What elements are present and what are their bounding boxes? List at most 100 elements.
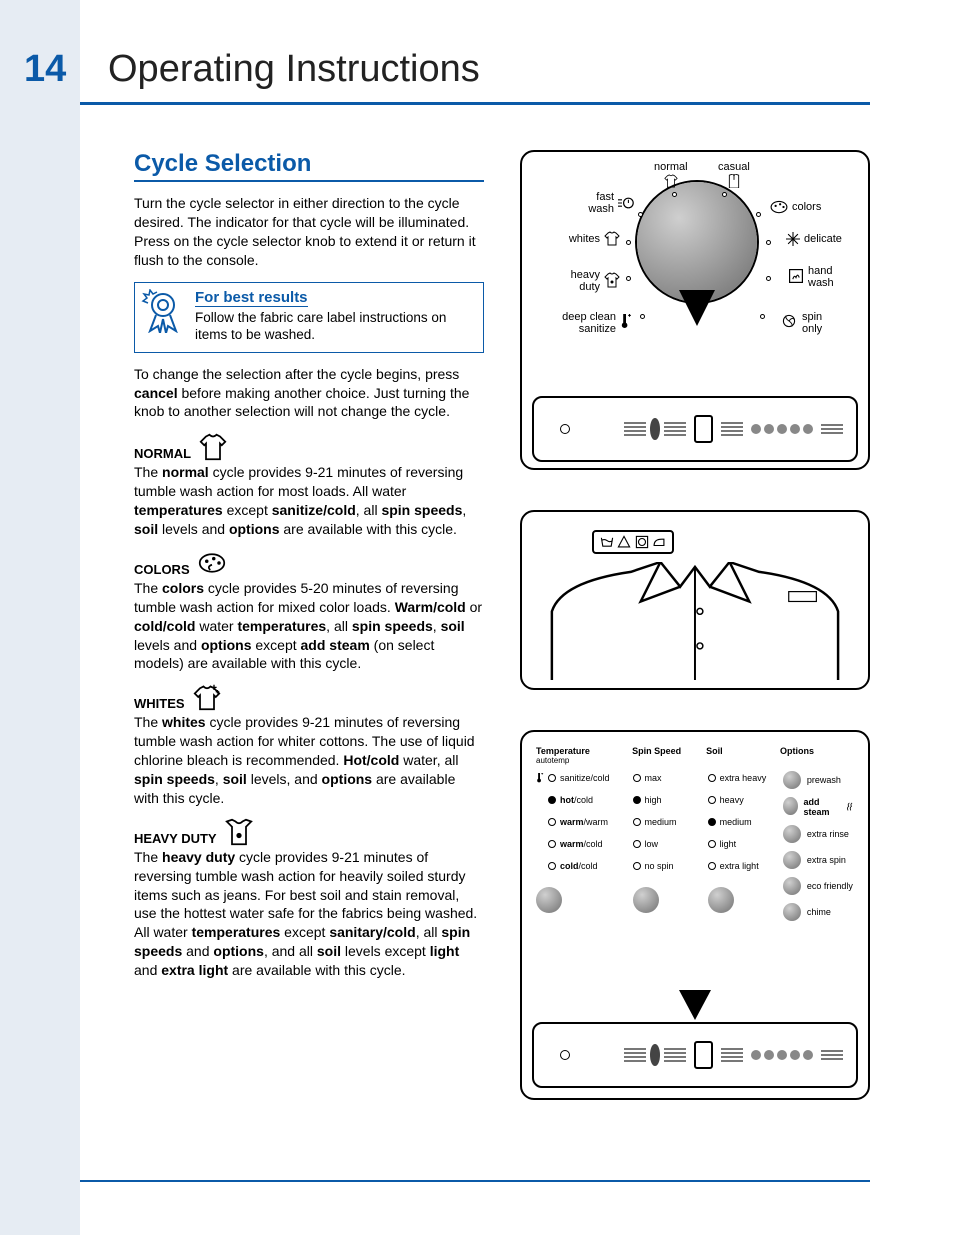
opt-label: medium	[720, 817, 752, 827]
t: , all	[326, 618, 352, 634]
t: , and all	[264, 943, 317, 959]
tshirt-sparkle-icon	[193, 683, 221, 711]
opt-label: chime	[807, 907, 831, 917]
change-note-pre: To change the selection after the cycle …	[134, 366, 459, 382]
b: heavy duty	[162, 849, 235, 865]
page-number: 14	[24, 48, 66, 91]
change-selection-note: To change the selection after the cycle …	[134, 365, 484, 422]
footer-rule	[80, 1180, 870, 1182]
b: soil	[223, 771, 247, 787]
dial-spin-l1: spin	[802, 312, 822, 324]
b: normal	[162, 464, 209, 480]
dial-heavy-l2: duty	[579, 282, 600, 294]
t: ,	[433, 618, 441, 634]
heavy-body: The heavy duty cycle provides 9-21 minut…	[134, 848, 484, 980]
left-column: Cycle Selection Turn the cycle selector …	[134, 150, 484, 990]
opt-label: light	[720, 839, 737, 849]
radio-icon	[548, 818, 556, 826]
t: levels and	[158, 521, 229, 537]
b: sanitary/cold	[329, 924, 415, 940]
options-header: Options	[780, 746, 854, 765]
t: ,	[462, 502, 466, 518]
hand-wash-icon	[788, 268, 804, 284]
temp-column: sanitize/cold hot/cold warm/warm warm/co…	[536, 771, 629, 921]
right-column: normal casual fast wash colors whites de…	[520, 150, 870, 1100]
b: spin speeds	[352, 618, 433, 634]
thermometer-plus-icon	[620, 314, 632, 328]
b: options	[229, 521, 280, 537]
opt-label: extra rinse	[807, 829, 849, 839]
t: and	[134, 962, 161, 978]
whites-label: WHITES	[134, 696, 185, 711]
t: The	[134, 580, 162, 596]
dial-wrap: normal casual fast wash colors whites de…	[532, 162, 862, 392]
intro-paragraph: Turn the cycle selector in either direct…	[134, 194, 484, 270]
b: soil	[134, 521, 158, 537]
opt-label: high	[645, 795, 662, 805]
radio-filled-icon	[548, 796, 556, 804]
dial-deep-l2: sanitize	[579, 324, 616, 336]
t: and	[182, 943, 213, 959]
dial-spin-l2: only	[802, 324, 822, 336]
opt-label: medium	[645, 817, 677, 827]
t: , all	[356, 502, 382, 518]
dial-hand-l1: hand	[808, 266, 832, 278]
options-grid: Temperatureautotemp Spin Speed Soil Opti…	[522, 732, 868, 921]
radio-icon	[708, 862, 716, 870]
steam-icon	[846, 802, 854, 812]
whites-body: The whites cycle provides 9-21 minutes o…	[134, 713, 484, 807]
t: water, all	[399, 752, 458, 768]
mini-control-panel-icon	[532, 1022, 858, 1088]
option-knob-icon	[783, 825, 801, 843]
mini-control-panel-icon	[532, 396, 858, 462]
temp-knob-icon	[536, 887, 562, 913]
radio-icon	[633, 774, 641, 782]
radio-icon	[708, 840, 716, 848]
dial-delicate: delicate	[804, 234, 842, 246]
b: Warm/cold	[395, 599, 466, 615]
thermometer-plus-icon	[536, 773, 544, 783]
tshirt-stain-icon	[604, 272, 620, 288]
dial-colors: colors	[792, 202, 821, 214]
dry-symbol-icon	[635, 535, 649, 549]
t: or	[466, 599, 482, 615]
radio-icon	[708, 774, 716, 782]
option-knob-icon	[783, 771, 801, 789]
palette-icon	[198, 549, 226, 577]
dial-whites: whites	[569, 234, 600, 246]
b: light	[430, 943, 460, 959]
t: , all	[416, 924, 442, 940]
callout-title: For best results	[195, 289, 308, 307]
opt-label: warm/cold	[560, 839, 603, 849]
b: sanitize/cold	[272, 502, 356, 518]
colors-heading: COLORS	[134, 549, 484, 577]
soil-knob-icon	[708, 887, 734, 913]
opt-label: prewash	[807, 775, 841, 785]
radio-icon	[548, 774, 556, 782]
normal-body: The normal cycle provides 9-21 minutes o…	[134, 463, 484, 539]
colors-body: The colors cycle provides 5-20 minutes o…	[134, 579, 484, 673]
care-tag	[592, 530, 674, 554]
t: levels except	[341, 943, 430, 959]
b: Hot/cold	[343, 752, 399, 768]
t: The	[134, 464, 162, 480]
soil-header: Soil	[706, 746, 780, 765]
dial-deep-l1: deep clean	[562, 312, 616, 324]
b: spin speeds	[381, 502, 462, 518]
ribbon-award-icon	[141, 289, 185, 333]
b: op­tions	[322, 771, 373, 787]
dial-hand-l2: wash	[808, 278, 834, 290]
opt-label: cold/cold	[560, 861, 598, 871]
tshirt-icon	[199, 433, 227, 461]
b: soil	[317, 943, 341, 959]
opt-label: sanitize/cold	[560, 773, 610, 783]
tshirt-sparkle-icon	[604, 230, 620, 246]
option-knob-icon	[783, 851, 801, 869]
option-knob-icon	[783, 797, 798, 815]
dial-fast-l1: fast	[596, 192, 614, 204]
radio-icon	[633, 840, 641, 848]
b: add steam	[301, 637, 370, 653]
wash-symbol-icon	[600, 535, 614, 549]
radio-icon	[633, 818, 641, 826]
collared-shirt-icon	[542, 562, 848, 680]
